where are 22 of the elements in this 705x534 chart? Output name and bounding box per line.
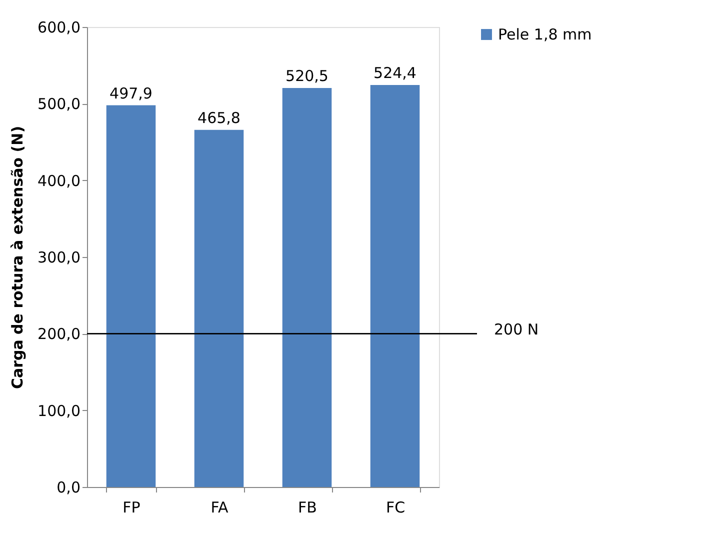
ref-line-label: 200 N bbox=[494, 320, 539, 339]
legend-label: Pele 1,8 mm bbox=[498, 26, 592, 44]
y-tick-label: 500,0 bbox=[38, 95, 80, 114]
y-tick-label: 200,0 bbox=[38, 325, 80, 344]
x-tick-label: FP bbox=[122, 498, 140, 516]
y-tick-label: 0,0 bbox=[56, 478, 80, 496]
bar bbox=[282, 88, 332, 487]
bar bbox=[106, 105, 156, 487]
data-label: 497,9 bbox=[110, 84, 152, 102]
y-tick-label: 600,0 bbox=[38, 18, 80, 36]
bar bbox=[370, 84, 420, 487]
x-tick-label: FC bbox=[386, 498, 406, 516]
data-label: 520,5 bbox=[286, 66, 328, 85]
y-axis-title: Carga de rotura à extensão (N) bbox=[8, 126, 27, 390]
y-tick-label: 400,0 bbox=[38, 172, 80, 190]
x-tick-label: FA bbox=[210, 498, 229, 516]
x-tick-label: FB bbox=[298, 498, 317, 516]
bar bbox=[194, 130, 244, 487]
data-label: 524,4 bbox=[374, 64, 416, 82]
data-label: 465,8 bbox=[198, 108, 240, 127]
y-tick-label: 100,0 bbox=[38, 402, 80, 420]
y-tick-label: 300,0 bbox=[38, 248, 80, 266]
